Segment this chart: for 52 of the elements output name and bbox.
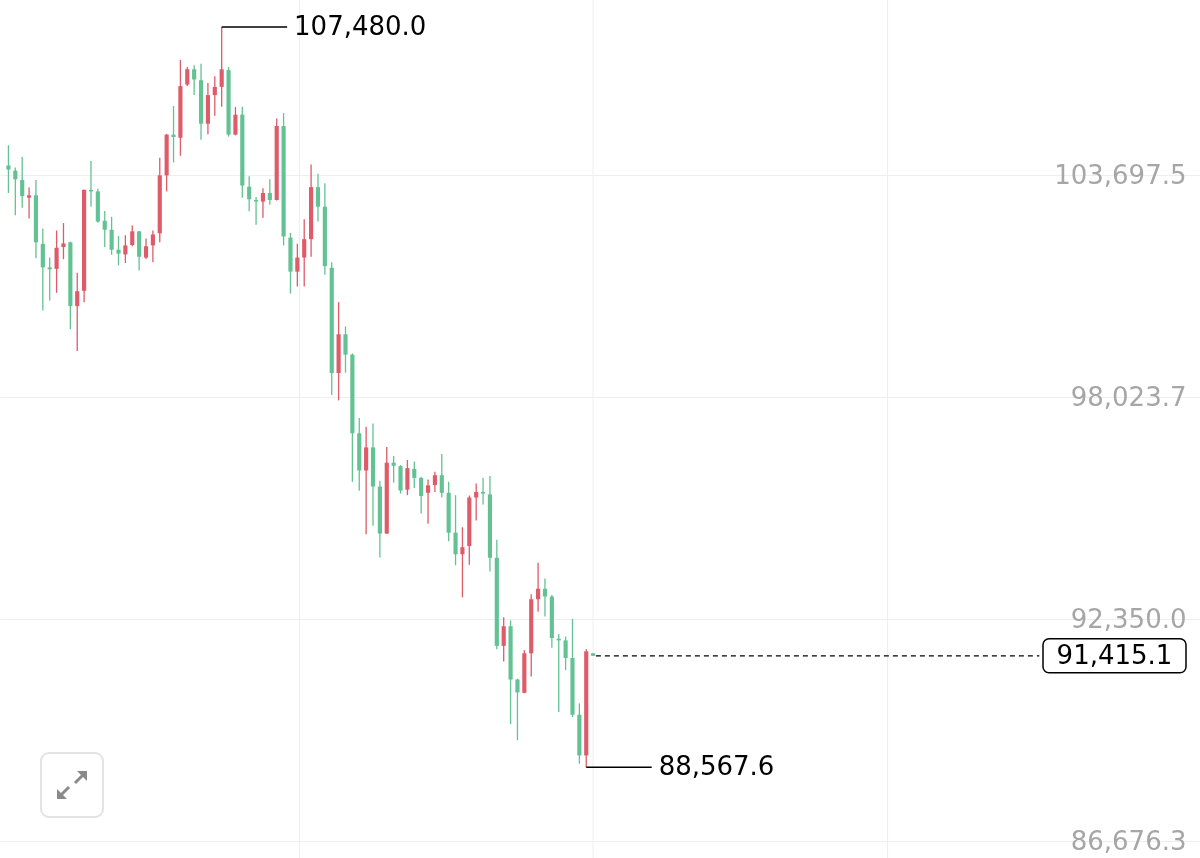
candlestick	[260, 187, 266, 219]
candlestick	[75, 272, 80, 352]
candlestick	[102, 210, 107, 248]
candlestick	[150, 229, 155, 263]
candlestick	[47, 256, 52, 302]
candlestick	[501, 616, 506, 663]
annotation: 107,480.0	[294, 11, 427, 42]
y-tick-label: 92,350.0	[1070, 603, 1187, 634]
candlestick	[515, 678, 520, 741]
candlestick	[536, 562, 541, 613]
candlestick	[130, 224, 135, 247]
candlestick	[391, 455, 396, 484]
candlestick	[405, 459, 410, 496]
candlestick	[61, 222, 66, 260]
candlestick	[563, 635, 568, 671]
ref-line-label: 91,415.1	[1056, 639, 1173, 670]
candlestick	[460, 526, 465, 598]
candlestick	[233, 106, 238, 137]
candlestick	[432, 471, 437, 493]
annotation: 88,567.6	[658, 751, 775, 782]
candlestick	[26, 186, 32, 220]
candlestick	[425, 478, 431, 525]
candlestick	[542, 577, 548, 618]
candlestick	[412, 460, 417, 489]
candlestick	[315, 173, 321, 223]
y-tick-label: 86,676.3	[1070, 825, 1187, 856]
y-tick-label: 103,697.5	[1054, 159, 1187, 190]
y-tick-label: 98,023.7	[1070, 381, 1187, 412]
candlestick	[343, 325, 348, 374]
candlestick	[247, 175, 252, 213]
candlestick	[439, 453, 444, 499]
candlestick	[20, 156, 25, 209]
candlestick	[143, 237, 149, 260]
candlestick	[253, 196, 259, 226]
candlestick	[123, 234, 128, 264]
candlestick	[212, 75, 217, 117]
candlestick	[302, 218, 307, 288]
candlestick	[219, 26, 224, 108]
candlestick	[364, 426, 369, 535]
candlestick	[267, 178, 272, 206]
candlestick	[116, 235, 121, 267]
candlestick	[453, 494, 458, 566]
candlestick	[185, 66, 190, 87]
candlestick	[171, 105, 176, 164]
candlestick	[6, 144, 11, 194]
candlestick	[54, 229, 59, 294]
candlestick	[40, 227, 45, 312]
candlestick	[109, 216, 114, 256]
candlestick	[192, 64, 197, 96]
candlestick	[480, 477, 486, 506]
candlestick	[295, 243, 300, 288]
candlestick	[419, 476, 424, 515]
